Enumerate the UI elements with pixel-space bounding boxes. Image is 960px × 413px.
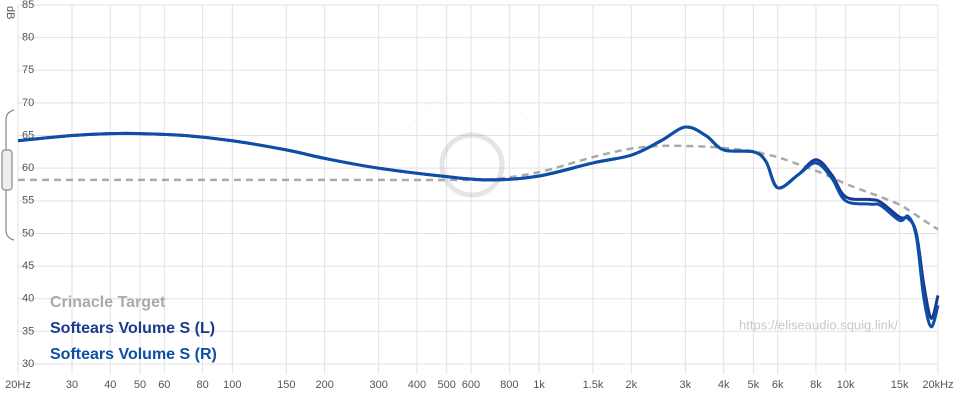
x-tick-label: 800: [500, 379, 518, 391]
y-tick-label: 85: [22, 0, 34, 11]
x-tick-label: 100: [223, 379, 241, 391]
x-tick-label: 50: [134, 379, 146, 391]
x-tick-label: 15k: [891, 379, 909, 391]
x-tick-label: 200: [315, 379, 333, 391]
x-tick-label: 5k: [748, 379, 760, 391]
x-tick-label: 400: [408, 379, 426, 391]
handle: [1, 149, 13, 191]
x-tick-label: 80: [197, 379, 209, 391]
x-tick-label: 4k: [718, 379, 730, 391]
x-tick-label: 40: [104, 379, 116, 391]
y-tick-label: 70: [22, 97, 34, 109]
y-axis-label: dB: [4, 6, 16, 19]
series-line: [18, 144, 939, 231]
logo-ring: [439, 132, 505, 198]
watermark: https://eliseaudio.squig.link/: [739, 317, 898, 332]
x-tick-label: 1k: [533, 379, 545, 391]
x-tick-label: 3k: [680, 379, 692, 391]
legend-entry: Softears Volume S (L): [50, 320, 215, 337]
x-tick-label: 2k: [626, 379, 638, 391]
x-tick-label: 600: [462, 379, 480, 391]
x-tick-label: 500: [438, 379, 456, 391]
y-tick-label: 75: [22, 64, 34, 76]
logo: [399, 92, 545, 238]
y-tick-label: 30: [22, 358, 34, 370]
x-tick-label: 10k: [837, 379, 855, 391]
series-line: [17, 125, 940, 320]
x-tick-label: 20kHz: [922, 379, 953, 391]
legend-entry: Crinacle Target: [50, 294, 166, 311]
x-tick-label: 30: [66, 379, 78, 391]
legend-entry: Softears Volume S (R): [50, 346, 217, 363]
x-tick-label: 8k: [810, 379, 822, 391]
grid: [17, 4, 939, 374]
x-tick-label: 150: [277, 379, 295, 391]
y-tick-label: 60: [22, 162, 34, 174]
y-tick-label: 80: [22, 32, 34, 44]
series-line: [17, 125, 940, 329]
x-tick-label: 1.5k: [583, 379, 604, 391]
logo-circle: [399, 92, 545, 238]
side-controls: [1, 109, 15, 241]
y-tick-label: 50: [22, 227, 34, 239]
y-tick-label: 35: [22, 325, 34, 337]
x-tick-label: 6k: [772, 379, 784, 391]
x-tick-label: 300: [369, 379, 387, 391]
x-tick-label: 20Hz: [5, 379, 31, 391]
y-tick-label: 55: [22, 195, 34, 207]
y-tick-label: 45: [22, 260, 34, 272]
y-tick-label: 40: [22, 293, 34, 305]
x-tick-label: 60: [158, 379, 170, 391]
